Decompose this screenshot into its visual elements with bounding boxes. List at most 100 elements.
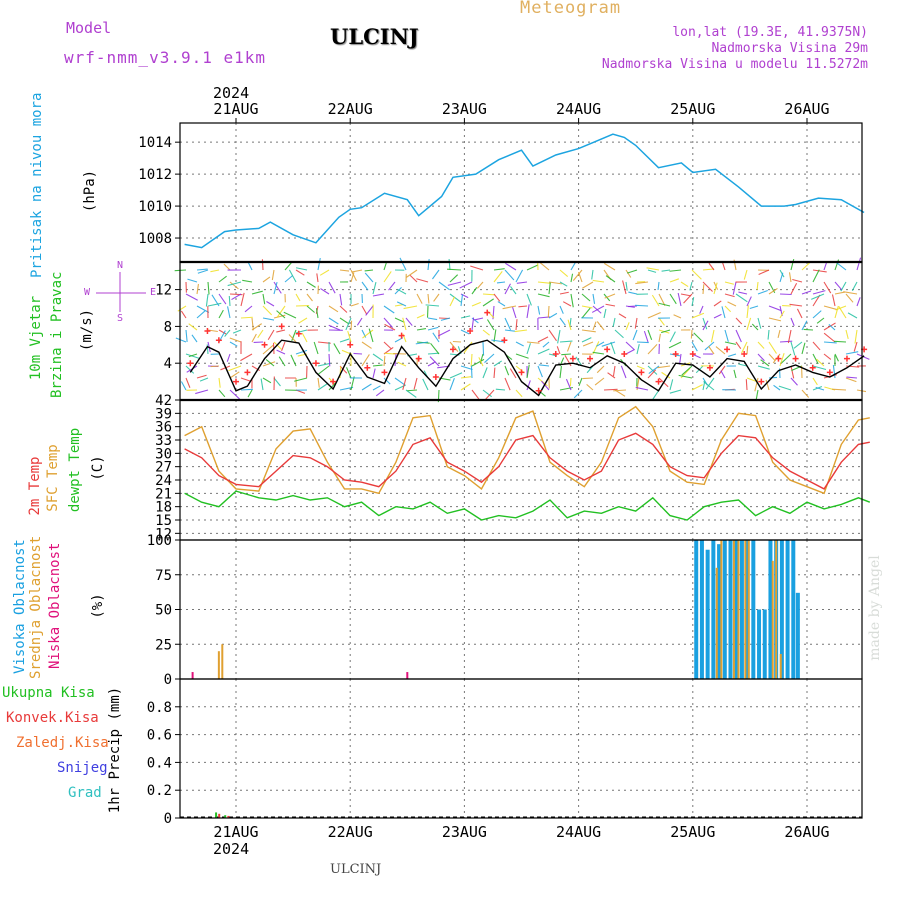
gust-marker xyxy=(587,355,594,362)
wind-barb xyxy=(801,290,812,295)
wind-barb xyxy=(760,359,770,367)
wind-barb xyxy=(493,293,501,302)
wind-barb xyxy=(562,301,572,307)
wind-barbs xyxy=(174,257,870,403)
wind-barb xyxy=(591,305,605,313)
wind-barb xyxy=(449,296,456,307)
gust-marker xyxy=(261,341,268,348)
wind-barb xyxy=(205,293,209,307)
wind-barb xyxy=(625,349,635,355)
wind-barb xyxy=(853,341,858,352)
wind-barb xyxy=(625,341,636,351)
wind-barb xyxy=(251,333,257,343)
gust-marker xyxy=(655,378,662,385)
wind-barb xyxy=(708,262,715,271)
wind-barb xyxy=(262,293,266,305)
wind-barb xyxy=(790,282,798,295)
wind-barb xyxy=(581,337,592,343)
wind-barb xyxy=(240,388,253,391)
pressure-line xyxy=(184,133,865,249)
wind-barb xyxy=(518,305,528,308)
wind-barb xyxy=(721,306,726,319)
wind-barb xyxy=(596,365,605,374)
wind-barb xyxy=(229,281,239,290)
gust-marker xyxy=(415,355,422,362)
wind-barb xyxy=(569,377,572,387)
wind-barb xyxy=(604,293,616,299)
wind-barb xyxy=(779,269,785,278)
year-label-bottom: 2024 xyxy=(213,840,250,858)
y-tick-label: 21 xyxy=(155,486,172,502)
wind-barb xyxy=(673,314,682,319)
wind-barb xyxy=(768,341,777,354)
wind-barb xyxy=(226,353,231,362)
wind-barb xyxy=(586,383,594,391)
precip-legend-conv: Konvek.Kisa xyxy=(6,710,99,726)
wind-barb xyxy=(339,269,350,272)
wind-barb xyxy=(512,307,517,319)
wind-barb xyxy=(691,341,698,352)
day-label-bottom: 25AUG xyxy=(670,823,715,841)
wind-barb xyxy=(265,358,275,367)
wind-barb xyxy=(572,269,583,281)
wind-barb xyxy=(218,293,227,305)
panel-frame xyxy=(179,399,863,541)
wind-barb xyxy=(845,377,857,383)
wind-barb xyxy=(247,261,253,271)
wind-barb xyxy=(185,329,188,343)
wind-barb xyxy=(778,385,792,391)
wind-barb xyxy=(815,386,825,391)
model-label: Model xyxy=(66,19,112,37)
wind-barb xyxy=(504,329,516,332)
wind-barb xyxy=(683,293,693,304)
wind-barb xyxy=(537,293,550,298)
wind-barb xyxy=(210,365,220,368)
wind-barb xyxy=(811,293,825,300)
wind-barb xyxy=(625,322,630,331)
wind-barb xyxy=(211,294,220,307)
wind-barb xyxy=(276,310,286,319)
wind-barb xyxy=(856,257,862,271)
wind-barb xyxy=(812,290,826,295)
wind-barb xyxy=(290,354,297,367)
y-tick-label: 0.2 xyxy=(147,783,172,799)
wind-barb xyxy=(843,291,858,295)
wind-barb xyxy=(460,376,472,379)
meteogram-title: Meteogram xyxy=(520,0,622,18)
wind-barb xyxy=(301,332,308,343)
day-label-top: 22AUG xyxy=(328,100,373,118)
wind-barb xyxy=(180,381,187,391)
wind-barb xyxy=(635,304,649,307)
mid-cloud-bar xyxy=(779,653,782,679)
wind-barb xyxy=(618,313,627,319)
gust-marker xyxy=(278,323,285,330)
wind-barb xyxy=(788,272,792,283)
wind-barb xyxy=(318,365,330,375)
wind-barb xyxy=(757,341,765,349)
high-cloud-bar xyxy=(711,540,716,679)
gust-marker xyxy=(843,355,850,362)
wind-barb xyxy=(416,278,429,283)
wind-barb xyxy=(570,261,577,271)
wind-barb xyxy=(430,342,440,355)
wind-barb xyxy=(180,310,187,319)
wind-barb xyxy=(823,261,828,271)
wind-barb xyxy=(724,305,732,313)
wind-barb xyxy=(612,365,616,377)
wind-barb xyxy=(691,384,703,391)
wind-barb xyxy=(372,281,377,295)
wind-barb xyxy=(832,364,836,379)
wind-barb xyxy=(262,305,273,316)
wind-barb xyxy=(834,340,847,343)
wind-barb xyxy=(526,264,539,271)
wind-barb xyxy=(273,314,286,319)
wind-barb xyxy=(823,305,838,311)
wind-barb xyxy=(422,378,429,391)
wind-barb xyxy=(846,376,858,379)
compass-w: W xyxy=(84,287,91,298)
wind-barb xyxy=(504,317,512,331)
wind-barb xyxy=(779,310,785,319)
high-cloud-bar xyxy=(734,540,739,679)
wind-barb xyxy=(614,329,624,339)
wind-barb xyxy=(790,365,795,379)
